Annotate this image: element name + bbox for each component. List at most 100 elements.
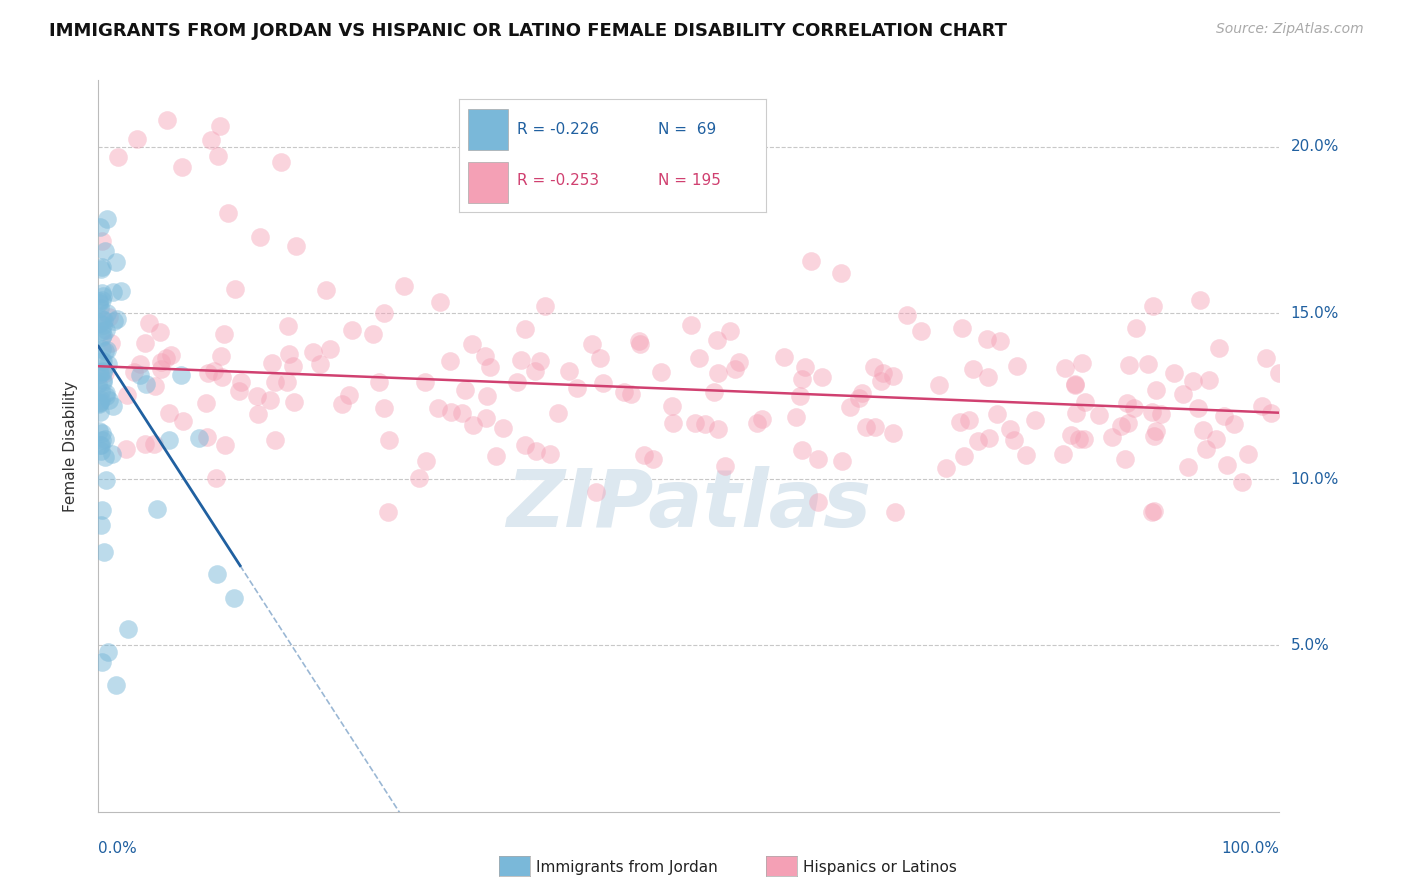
Point bbox=[94, 323, 117, 337]
Point bbox=[337, 387, 360, 401]
Point bbox=[707, 366, 730, 380]
Point bbox=[368, 376, 391, 390]
Point bbox=[117, 622, 139, 636]
Point bbox=[882, 368, 904, 383]
Point bbox=[1005, 359, 1028, 373]
Point bbox=[1216, 458, 1239, 472]
Point bbox=[935, 461, 957, 475]
Point bbox=[91, 328, 114, 343]
Point bbox=[1101, 430, 1123, 444]
Point bbox=[585, 485, 607, 500]
Point bbox=[89, 301, 111, 315]
Point bbox=[713, 458, 735, 473]
Point bbox=[1177, 460, 1199, 475]
Point bbox=[217, 205, 239, 219]
Point bbox=[91, 375, 114, 389]
Point bbox=[1054, 361, 1077, 376]
Text: IMMIGRANTS FROM JORDAN VS HISPANIC OR LATINO FEMALE DISABILITY CORRELATION CHART: IMMIGRANTS FROM JORDAN VS HISPANIC OR LA… bbox=[49, 22, 1007, 40]
Point bbox=[724, 361, 747, 376]
Point bbox=[408, 470, 430, 484]
Point bbox=[315, 283, 337, 297]
Point bbox=[1143, 428, 1166, 442]
Point bbox=[800, 254, 823, 268]
Point bbox=[378, 434, 401, 448]
Point bbox=[1140, 506, 1163, 520]
Point bbox=[204, 471, 226, 485]
Point bbox=[1064, 378, 1087, 392]
Point bbox=[460, 337, 482, 351]
Point bbox=[683, 416, 706, 430]
Point bbox=[1260, 406, 1282, 420]
Point bbox=[928, 378, 950, 392]
Point bbox=[160, 348, 183, 362]
Point bbox=[87, 377, 110, 392]
Point bbox=[1118, 358, 1140, 372]
Point bbox=[143, 378, 166, 392]
Point bbox=[1069, 432, 1091, 446]
Point bbox=[91, 353, 114, 368]
Point bbox=[830, 266, 852, 280]
Point bbox=[427, 401, 450, 415]
Point bbox=[301, 344, 323, 359]
Point bbox=[967, 434, 990, 449]
Point bbox=[439, 354, 461, 368]
Point bbox=[156, 112, 179, 127]
Point bbox=[142, 436, 165, 450]
Point bbox=[475, 389, 498, 403]
Point bbox=[523, 364, 546, 378]
Point bbox=[661, 400, 683, 414]
Point bbox=[1144, 383, 1167, 397]
Point bbox=[643, 452, 665, 467]
Point bbox=[633, 448, 655, 462]
Point bbox=[91, 365, 114, 379]
Point bbox=[952, 449, 974, 463]
Point bbox=[128, 368, 150, 383]
Point bbox=[751, 411, 773, 425]
Point bbox=[977, 370, 1000, 384]
Point bbox=[1064, 377, 1087, 392]
Point bbox=[94, 450, 117, 464]
Point bbox=[1122, 401, 1144, 415]
Point bbox=[474, 349, 496, 363]
Point bbox=[97, 645, 120, 659]
Point bbox=[228, 384, 250, 399]
Point bbox=[492, 421, 515, 435]
Point bbox=[474, 411, 496, 425]
Point bbox=[1002, 433, 1025, 447]
Point bbox=[277, 346, 299, 360]
Point bbox=[94, 366, 117, 380]
Point bbox=[224, 591, 246, 605]
Point bbox=[107, 150, 129, 164]
Point bbox=[105, 678, 128, 692]
Point bbox=[1074, 394, 1097, 409]
Point bbox=[124, 365, 146, 379]
Point bbox=[101, 399, 124, 413]
Point bbox=[90, 293, 112, 308]
Point bbox=[90, 262, 112, 277]
Point bbox=[1212, 409, 1234, 423]
Point bbox=[101, 447, 124, 461]
Point bbox=[547, 406, 569, 420]
Point bbox=[285, 239, 308, 253]
Point bbox=[149, 325, 172, 339]
Point bbox=[1143, 504, 1166, 518]
Point bbox=[90, 234, 112, 248]
Text: 15.0%: 15.0% bbox=[1291, 306, 1339, 320]
Point bbox=[172, 414, 194, 428]
Point bbox=[513, 438, 536, 452]
Point bbox=[461, 418, 484, 433]
Point bbox=[207, 149, 229, 163]
Point bbox=[330, 397, 353, 411]
Point bbox=[1073, 433, 1095, 447]
Point bbox=[91, 353, 114, 368]
Text: ZIPatlas: ZIPatlas bbox=[506, 466, 872, 543]
Point bbox=[87, 425, 110, 439]
Point bbox=[790, 442, 813, 457]
Point bbox=[485, 449, 508, 463]
Point bbox=[1071, 355, 1094, 369]
Point bbox=[200, 133, 222, 147]
Point bbox=[89, 438, 111, 452]
Point bbox=[97, 357, 120, 371]
Point bbox=[91, 330, 114, 344]
Point bbox=[283, 395, 305, 409]
